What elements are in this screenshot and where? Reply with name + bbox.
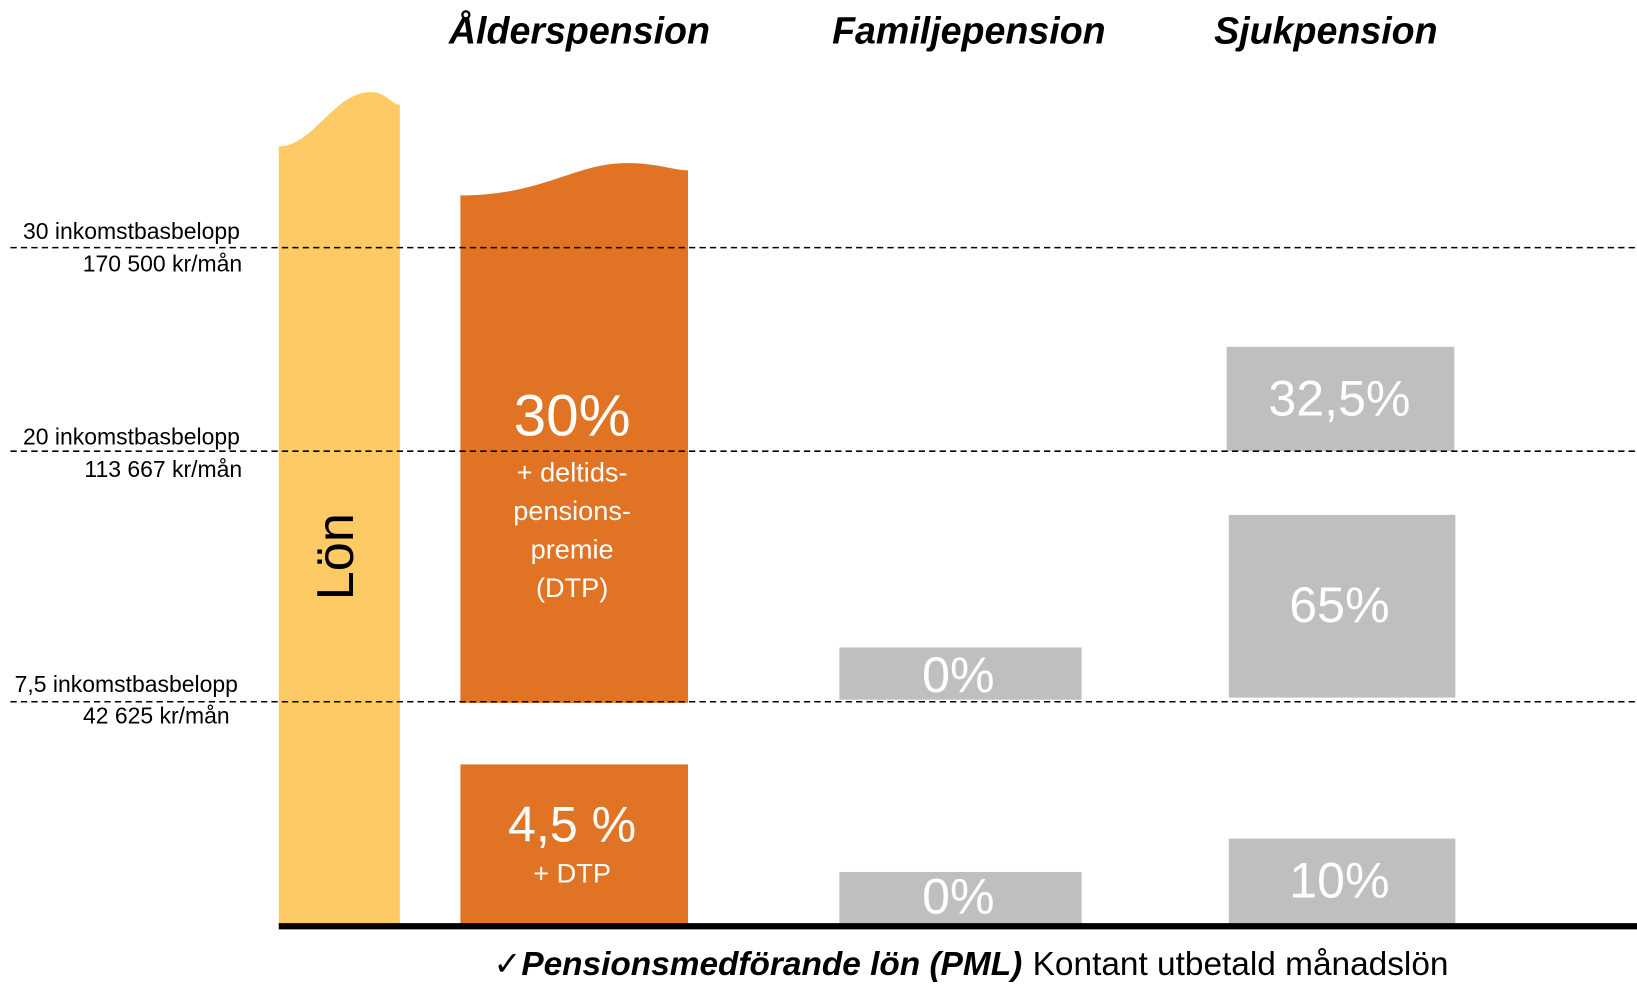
note: + DTP <box>533 857 611 888</box>
rate: 32,5% <box>1268 370 1410 426</box>
block <box>460 764 688 925</box>
header: Ålderspension <box>448 10 710 52</box>
rate: 0% <box>922 647 994 703</box>
block <box>1226 346 1455 452</box>
level-amount: 170 500 kr/mån <box>83 250 243 276</box>
level-label: 30 inkomstbasbelopp <box>23 218 240 244</box>
level-amount: 42 625 kr/mån <box>83 703 230 729</box>
block <box>839 871 1082 925</box>
salary-label: Lön <box>307 513 365 600</box>
note: + deltids- <box>517 456 628 487</box>
block <box>1228 838 1456 925</box>
header: Sjukpension <box>1214 10 1437 52</box>
block <box>1228 514 1456 698</box>
footer: ✓Pensionsmedförande lön (PML) Kontant utb… <box>493 946 1448 983</box>
block <box>460 163 688 703</box>
level-amount: 113 667 kr/mån <box>84 456 242 482</box>
check: ✓ <box>493 946 521 983</box>
level-label: 20 inkomstbasbelopp <box>23 424 240 450</box>
rate: 0% <box>922 868 994 924</box>
rate: 65% <box>1289 577 1389 633</box>
footer-text: Kontant utbetald månadslön <box>1033 946 1449 983</box>
rate: 4,5 % <box>508 796 636 852</box>
note: (DTP) <box>536 572 608 603</box>
salary-bar <box>278 92 400 925</box>
footer-bold: Pensionsmedförande lön (PML) <box>521 946 1022 983</box>
rate: 10% <box>1289 853 1389 909</box>
note: premie <box>531 534 614 565</box>
block <box>839 647 1082 700</box>
level-label: 7,5 inkomstbasbelopp <box>15 671 238 697</box>
header: Familjepension <box>832 10 1106 52</box>
rate: 30% <box>514 383 631 448</box>
note: pensions- <box>513 495 631 526</box>
